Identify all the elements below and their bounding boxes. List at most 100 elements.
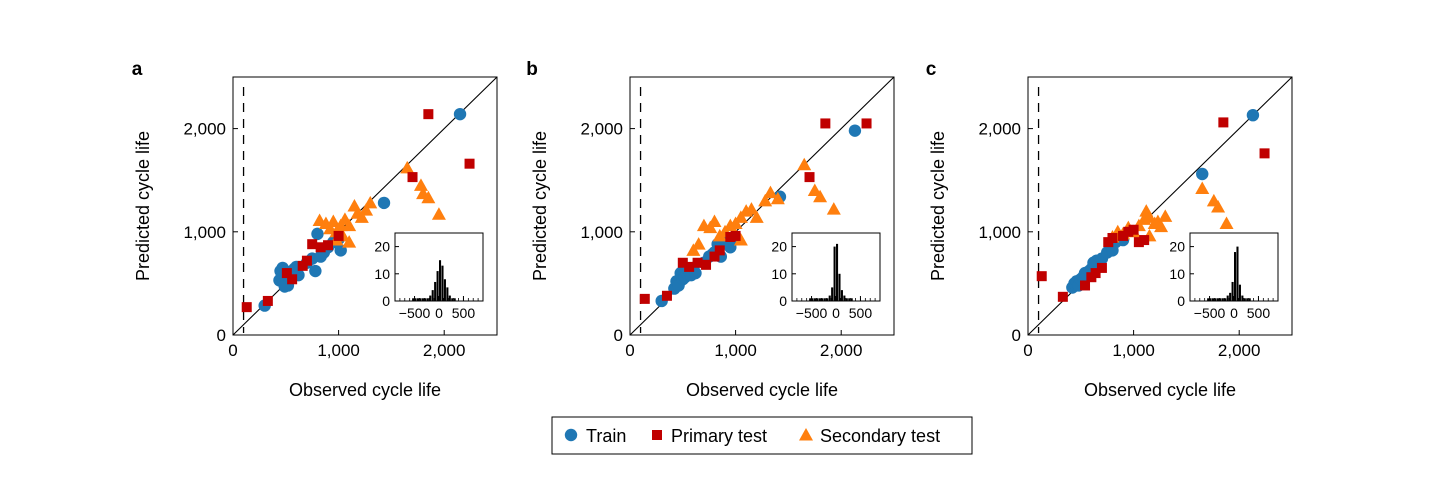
legend-item-secondary-test: Secondary test [799, 426, 940, 446]
x-tick-label: 2,000 [820, 341, 863, 360]
histogram-bar [1231, 281, 1234, 301]
data-point [744, 202, 759, 215]
x-axis-label: Observed cycle life [289, 380, 441, 400]
y-axis-label: Predicted cycle life [530, 131, 550, 281]
legend-item-train: Train [564, 426, 626, 446]
x-axis-label: Observed cycle life [686, 380, 838, 400]
data-point [1139, 235, 1150, 246]
data-point [1133, 237, 1144, 248]
data-point [1090, 268, 1101, 279]
panel-a: a 0 1,000 2,000 0 1,000 2,000 Observed cycle li… [132, 59, 498, 400]
histogram-bar [426, 298, 429, 301]
data-point [307, 239, 318, 250]
histogram-bar [419, 298, 422, 301]
data-point [342, 218, 357, 232]
series-secondary-test [686, 157, 841, 256]
data-point [1154, 219, 1169, 233]
y-tick-label: 2,000 [580, 120, 623, 139]
histogram-bar [1221, 298, 1224, 301]
data-point [262, 295, 273, 306]
inset-x-tick-label: −500 [796, 305, 828, 321]
histogram-bar [845, 298, 848, 301]
y-tick-label: 0 [614, 326, 623, 345]
panel-label: c [926, 59, 937, 80]
histogram-bar [434, 281, 437, 301]
data-point [848, 124, 862, 137]
data-point [363, 195, 378, 209]
histogram-bar [441, 265, 444, 301]
data-point [1219, 216, 1234, 230]
histogram-bar [448, 295, 451, 301]
histogram-bar [836, 243, 839, 301]
histogram-bar [1224, 298, 1227, 301]
inset-x-tick-label: −500 [399, 305, 431, 321]
series-primary-test [241, 109, 475, 313]
histogram-bar [1209, 298, 1212, 301]
histogram-bar [843, 295, 846, 301]
inset-y-tick-label: 0 [779, 293, 787, 309]
histogram-bar [1238, 284, 1241, 301]
legend-marker [564, 428, 578, 442]
histogram-bar [811, 298, 814, 301]
data-point [709, 251, 720, 262]
data-point [423, 109, 434, 120]
data-point [701, 259, 712, 270]
data-point [1080, 280, 1091, 291]
x-tick-label: 2,000 [423, 341, 466, 360]
x-tick-label: 0 [1023, 341, 1032, 360]
data-point [691, 237, 706, 250]
data-point [677, 257, 688, 268]
inset-x-tick-label: 0 [832, 305, 840, 321]
histogram-bar [1207, 298, 1210, 301]
histogram-bar [840, 290, 843, 301]
histogram-bar [848, 298, 851, 301]
x-tick-label: 0 [228, 341, 237, 360]
x-tick-label: 1,000 [317, 341, 360, 360]
x-tick-label: 1,000 [714, 341, 757, 360]
histogram-bar [1246, 298, 1249, 301]
data-point [315, 242, 326, 253]
y-tick-label: 0 [1012, 326, 1021, 345]
histogram-bar [826, 298, 829, 301]
histogram-bar [431, 290, 434, 301]
histogram-bar [821, 298, 824, 301]
data-point [733, 233, 748, 246]
histogram-bar [1219, 298, 1222, 301]
y-tick-label: 1,000 [580, 223, 623, 242]
data-point [453, 107, 467, 121]
series-primary-test [639, 118, 872, 304]
panel-label: b [526, 59, 538, 80]
histogram-bar [1243, 298, 1246, 301]
data-point [309, 264, 322, 278]
data-point [725, 231, 736, 242]
inset-x-tick-label: 500 [849, 305, 873, 321]
inset-y-tick-label: 20 [771, 239, 787, 255]
inset-x-tick-label: 0 [1230, 305, 1238, 321]
x-axis-label: Observed cycle life [1084, 380, 1236, 400]
histogram-bar [1226, 295, 1229, 301]
data-point [820, 118, 831, 129]
histogram-bar [1234, 252, 1237, 301]
histogram-bar [814, 298, 817, 301]
data-point [281, 268, 292, 279]
data-point [1118, 230, 1129, 241]
inset-y-tick-label: 0 [382, 293, 390, 309]
panel-label: a [132, 59, 143, 80]
legend-label: Primary test [671, 426, 767, 446]
x-tick-label: 0 [625, 341, 634, 360]
inset-x-tick-label: 500 [452, 305, 476, 321]
data-point [1096, 262, 1107, 273]
y-tick-label: 1,000 [183, 223, 226, 242]
y-tick-label: 2,000 [183, 120, 226, 139]
inset-y-tick-label: 20 [374, 239, 390, 255]
data-point [1196, 167, 1209, 181]
x-tick-label: 2,000 [1218, 341, 1261, 360]
legend-label: Secondary test [820, 426, 940, 446]
data-point [354, 210, 369, 223]
data-point [377, 196, 391, 210]
data-point [684, 261, 695, 272]
data-point [359, 203, 374, 216]
data-point [1057, 291, 1068, 302]
data-point [707, 214, 722, 227]
